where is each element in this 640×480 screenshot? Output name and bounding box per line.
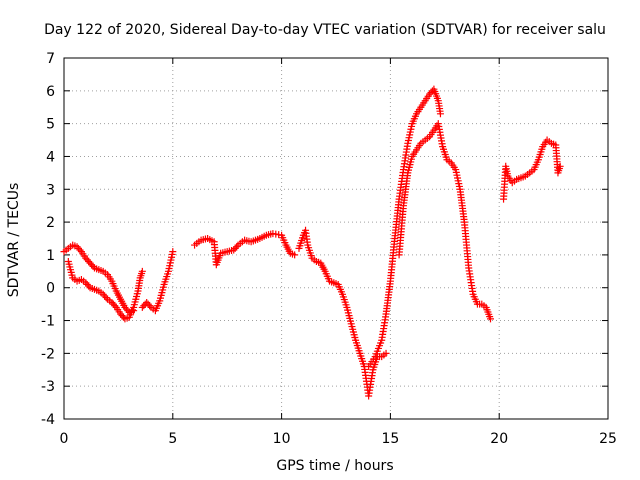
data-marks (60, 85, 564, 400)
data-point-marker (169, 248, 177, 256)
data-point-marker (436, 110, 444, 118)
data-point-marker (486, 315, 494, 323)
data-point-marker (291, 251, 299, 259)
y-tick-label: 3 (46, 182, 55, 198)
series-trace-a-lower (64, 257, 146, 323)
x-tick-label: 0 (60, 431, 69, 447)
y-tick-label: -2 (41, 346, 55, 362)
data-point-marker (85, 282, 93, 290)
grid-lines (64, 58, 608, 419)
x-tick-label: 15 (381, 431, 399, 447)
data-point-marker (138, 267, 146, 275)
y-tick-label: 7 (46, 51, 55, 67)
x-tick-label: 5 (168, 431, 177, 447)
chart-title: Day 122 of 2020, Sidereal Day-to-day VTE… (44, 22, 606, 38)
x-axis-label: GPS time / hours (276, 458, 393, 474)
x-tick-label: 20 (490, 431, 508, 447)
series-trace-c (191, 230, 299, 269)
data-point-marker (146, 302, 154, 310)
data-point-marker (89, 262, 97, 270)
y-tick-label: -1 (41, 314, 55, 330)
x-tick-label: 10 (273, 431, 291, 447)
series-trace-e-lower (395, 120, 494, 323)
data-point-marker (102, 294, 110, 302)
y-axis-label: SDTVAR / TECUs (6, 183, 22, 298)
data-point-marker (233, 243, 241, 251)
x-tick-label: 25 (599, 431, 617, 447)
x-tick-labels: 0 5 10 15 20 25 (60, 431, 617, 447)
y-tick-label: -3 (41, 379, 55, 395)
series-trace-a-upper (60, 241, 138, 316)
series-trace-d (295, 226, 390, 400)
y-tick-label: 4 (46, 149, 55, 165)
data-point-marker (556, 162, 564, 170)
plot-frame (63, 57, 609, 420)
y-tick-label: 6 (46, 84, 55, 100)
y-tick-label: 0 (46, 281, 55, 297)
y-tick-label: -4 (41, 412, 55, 428)
series-trace-e-upper (365, 85, 444, 370)
y-tick-labels: -4 -3 -2 -1 0 1 2 3 4 5 6 7 (41, 51, 55, 428)
data-point-marker (111, 302, 119, 310)
y-tick-label: 5 (46, 117, 55, 133)
series-trace-b (138, 248, 177, 315)
axis-ticks (63, 57, 609, 420)
y-tick-label: 1 (46, 248, 55, 264)
y-tick-label: 2 (46, 215, 55, 231)
series-trace-f (500, 136, 564, 203)
data-point-marker (76, 246, 84, 254)
data-point-marker (382, 349, 390, 357)
